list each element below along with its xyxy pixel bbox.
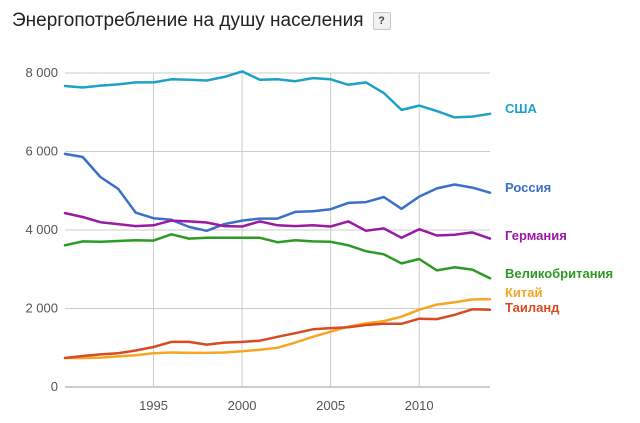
- axis-tick-labels: 0 2 000 4 000 6 000 8 000 1995 2000 2005 2010: [25, 65, 433, 413]
- x-tick-label: 2005: [316, 398, 345, 413]
- y-tick-label: 2 000: [25, 301, 58, 316]
- y-tick-label: 8 000: [25, 65, 58, 80]
- series-line[interactable]: [63, 70, 492, 119]
- series-lines: [63, 70, 492, 360]
- series-line[interactable]: [63, 211, 492, 240]
- series-label: Великобритания: [505, 266, 613, 281]
- chart-title: Энергопотребление на душу населения: [12, 10, 364, 31]
- series-line[interactable]: [63, 152, 492, 233]
- chart-header: Энергопотребление на душу населения ?: [12, 10, 391, 32]
- series-label: Таиланд: [505, 300, 560, 315]
- y-tick-label: 0: [51, 379, 58, 394]
- x-tick-label: 2010: [405, 398, 434, 413]
- help-button[interactable]: ?: [372, 12, 391, 30]
- series-label: Китай: [505, 285, 543, 300]
- y-tick-label: 6 000: [25, 144, 58, 159]
- series-line[interactable]: [63, 308, 492, 360]
- series-line[interactable]: [63, 233, 492, 280]
- x-tick-label: 2000: [228, 398, 257, 413]
- series-label: Россия: [505, 180, 551, 195]
- series-line[interactable]: [63, 297, 492, 360]
- y-tick-label: 4 000: [25, 222, 58, 237]
- series-label: Германия: [505, 228, 567, 243]
- chart-grid: [65, 72, 490, 388]
- x-tick-label: 1995: [139, 398, 168, 413]
- series-label: США: [505, 101, 537, 116]
- series-labels: США Россия Германия Великобритания КитайТаил…: [505, 101, 613, 315]
